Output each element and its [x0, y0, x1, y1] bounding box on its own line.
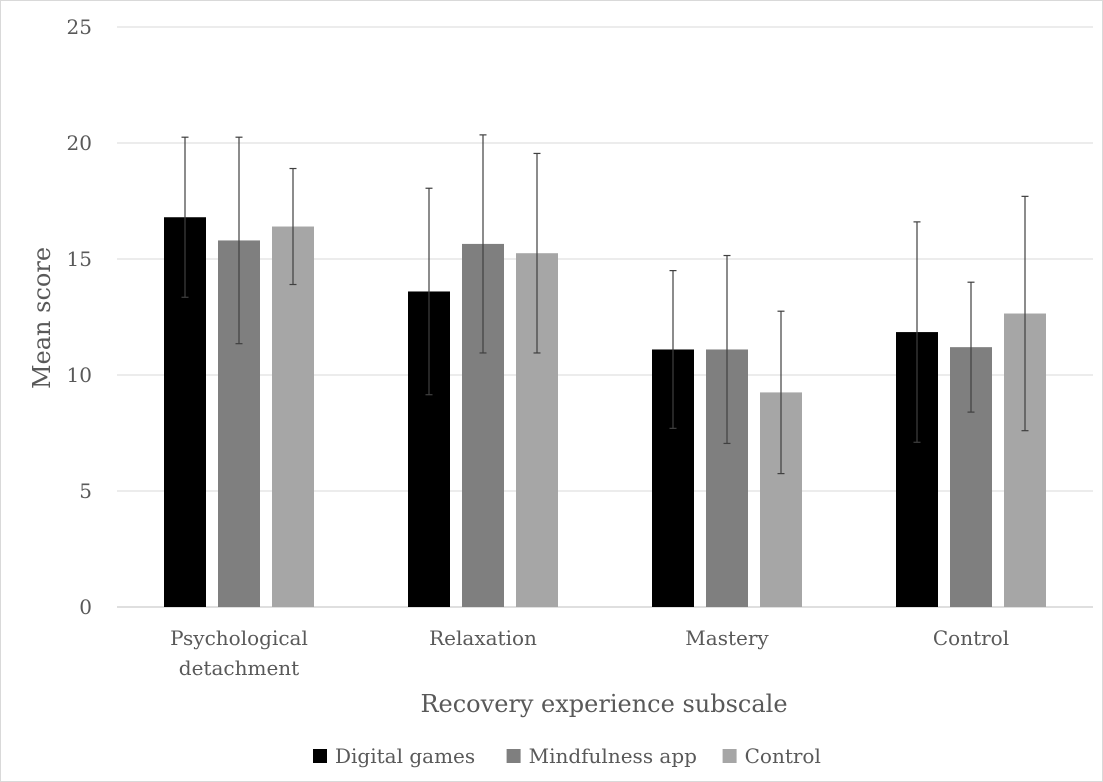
y-tick-label: 0	[79, 595, 92, 619]
legend-label: Digital games	[335, 744, 475, 768]
error-bars	[181, 134, 1029, 475]
legend-swatch	[506, 749, 521, 763]
y-axis-title: Mean score	[28, 247, 56, 389]
gridlines	[117, 26, 1093, 608]
x-category-label: detachment	[179, 656, 299, 680]
y-tick-label: 15	[67, 247, 92, 271]
legend-swatch	[722, 749, 737, 763]
y-tick-label: 25	[67, 15, 92, 39]
legend-label: Mindfulness app	[529, 744, 697, 768]
bar	[272, 226, 314, 607]
x-axis-title: Recovery experience subscale	[420, 690, 787, 718]
y-tick-label: 20	[67, 131, 92, 155]
legend-label: Control	[745, 744, 821, 768]
x-axis-categories: Psychological detachment Relaxation Mastery…	[170, 626, 1009, 680]
x-category-label: Relaxation	[429, 626, 537, 650]
y-axis-ticks: 0 5 10 15 20 25	[67, 15, 92, 619]
legend: Digital games Mindfulness app Control	[313, 744, 821, 768]
x-category-label: Control	[933, 626, 1009, 650]
legend-swatch	[313, 749, 327, 763]
y-tick-label: 5	[79, 479, 92, 503]
y-tick-label: 10	[67, 363, 92, 387]
bars	[164, 217, 1046, 608]
x-category-label: Mastery	[685, 626, 769, 650]
x-category-label: Psychological	[170, 626, 308, 650]
